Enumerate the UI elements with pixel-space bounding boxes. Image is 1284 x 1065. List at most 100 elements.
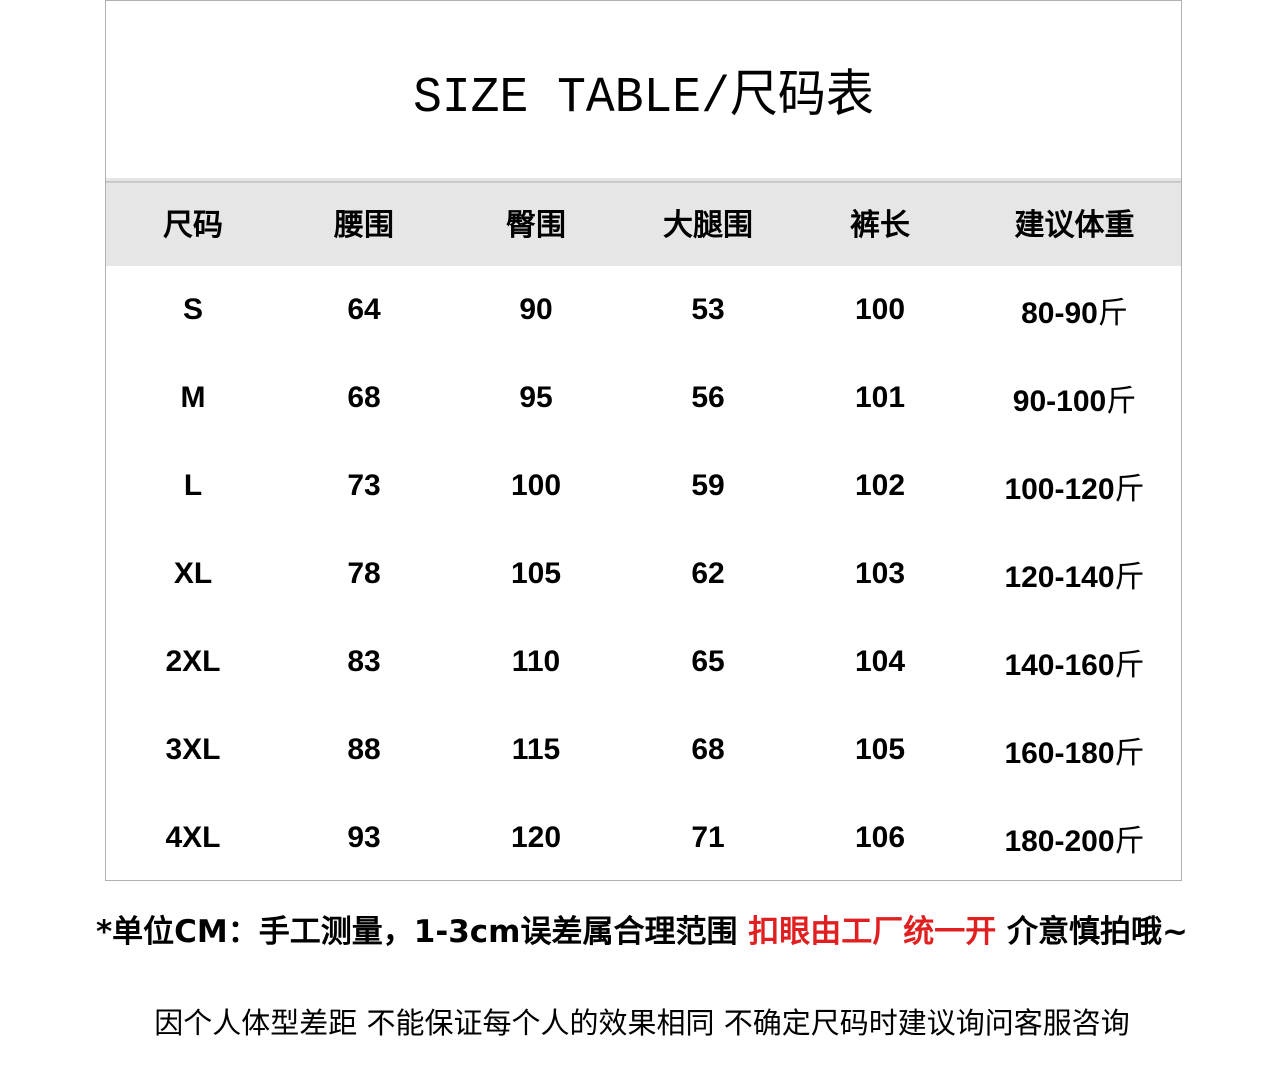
cell-value: 62 — [691, 557, 725, 590]
table-cell: 56 — [624, 381, 792, 415]
cell-value: 83 — [347, 645, 381, 678]
table-cell: 88 — [280, 733, 448, 767]
table-cell: 83 — [280, 645, 448, 679]
table-row: M 68 95 56 101 90-100斤 — [106, 354, 1181, 442]
cell-value: 106 — [854, 821, 906, 854]
cell-value: 100 — [510, 469, 562, 502]
cell-value: 90 — [519, 293, 553, 326]
table-cell: 71 — [624, 821, 792, 855]
weight-unit: 斤 — [1106, 384, 1137, 419]
table-title: SIZE TABLE/尺码表 — [106, 0, 1181, 183]
table-row: XL 78 105 62 103 120-140斤 — [106, 530, 1181, 618]
cell-value: 105 — [854, 733, 906, 766]
table-cell: 80-90斤 — [968, 288, 1181, 332]
column-header: 臀围 — [506, 209, 566, 242]
table-cell: 90-100斤 — [968, 376, 1181, 420]
table-cell: 105 — [448, 557, 624, 591]
table-cell: 59 — [624, 469, 792, 503]
table-header-row: 尺码 腰围 臀围 大腿围 裤长 建议体重 — [106, 178, 1181, 266]
size-table: SIZE TABLE/尺码表 尺码 腰围 臀围 大腿围 裤长 建议体重 S 64 90 53 10… — [105, 0, 1182, 881]
table-cell: S — [106, 293, 280, 327]
table-cell: 100 — [792, 293, 968, 327]
cell-value: 59 — [691, 469, 725, 502]
table-cell: 93 — [280, 821, 448, 855]
table-cell: M — [106, 381, 280, 415]
weight-unit: 斤 — [1114, 648, 1145, 683]
cell-value: 93 — [347, 821, 381, 854]
column-header: 尺码 — [163, 209, 223, 242]
table-cell: 3XL — [106, 733, 280, 767]
table-cell: L — [106, 469, 280, 503]
table-cell: 100 — [448, 469, 624, 503]
table-row: L 73 100 59 102 100-120斤 — [106, 442, 1181, 530]
table-row: 2XL 83 110 65 104 140-160斤 — [106, 618, 1181, 706]
cell-value: 104 — [854, 645, 906, 678]
cell-value: 105 — [510, 557, 562, 590]
cell-value: 110 — [511, 645, 561, 678]
cell-value: 2XL — [165, 645, 221, 678]
column-header: 大腿围 — [663, 209, 753, 242]
cell-value: 80-90 — [1021, 297, 1098, 330]
table-cell: 180-200斤 — [968, 816, 1181, 860]
table-cell: 160-180斤 — [968, 728, 1181, 772]
fit-disclaimer: 因个人体型差距 不能保证每个人的效果相同 不确定尺码时建议询问客服咨询 — [154, 1006, 1130, 1040]
cell-value: 140-160 — [1004, 649, 1115, 682]
table-cell: 64 — [280, 293, 448, 327]
table-cell: 95 — [448, 381, 624, 415]
cell-value: 88 — [347, 733, 381, 766]
cell-value: 160-180 — [1004, 737, 1115, 770]
cell-value: 100-120 — [1004, 473, 1115, 506]
table-cell: 68 — [280, 381, 448, 415]
table-cell: XL — [106, 557, 280, 591]
cell-value: 71 — [691, 821, 725, 854]
table-cell: 2XL — [106, 645, 280, 679]
table-row: 3XL 88 115 68 105 160-180斤 — [106, 706, 1181, 794]
cell-value: XL — [173, 557, 213, 590]
cell-value: 68 — [347, 381, 381, 414]
table-cell: 140-160斤 — [968, 640, 1181, 684]
cell-value: 120 — [510, 821, 562, 854]
cell-value: 53 — [691, 293, 725, 326]
note-text: *单位CM：手工测量，1-3cm误差属合理范围 — [95, 914, 749, 950]
weight-unit: 斤 — [1097, 296, 1128, 331]
table-cell: 100-120斤 — [968, 464, 1181, 508]
cell-value: 180-200 — [1004, 825, 1115, 858]
cell-value: 68 — [691, 733, 725, 766]
weight-unit: 斤 — [1114, 472, 1145, 507]
note-text-end: 介意慎拍哦~ — [996, 914, 1189, 950]
weight-unit: 斤 — [1114, 736, 1145, 771]
table-row: S 64 90 53 100 80-90斤 — [106, 266, 1181, 354]
table-cell: 4XL — [106, 821, 280, 855]
table-cell: 90 — [448, 293, 624, 327]
cell-value: L — [183, 469, 203, 502]
cell-value: 102 — [854, 469, 906, 502]
cell-value: 120-140 — [1004, 561, 1115, 594]
table-cell: 106 — [792, 821, 968, 855]
table-row: 4XL 93 120 71 106 180-200斤 — [106, 794, 1181, 882]
cell-value: 73 — [347, 469, 381, 502]
column-header: 裤长 — [850, 209, 910, 242]
table-cell: 65 — [624, 645, 792, 679]
table-cell: 120-140斤 — [968, 552, 1181, 596]
weight-unit: 斤 — [1114, 824, 1145, 859]
table-cell: 115 — [448, 733, 624, 767]
weight-unit: 斤 — [1114, 560, 1145, 595]
table-cell: 105 — [792, 733, 968, 767]
cell-value: 115 — [511, 733, 561, 766]
cell-value: 100 — [854, 293, 906, 326]
cell-value: 64 — [347, 293, 381, 326]
table-cell: 62 — [624, 557, 792, 591]
cell-value: 103 — [854, 557, 906, 590]
table-cell: 103 — [792, 557, 968, 591]
cell-value: 65 — [691, 645, 725, 678]
table-cell: 101 — [792, 381, 968, 415]
cell-value: M — [180, 381, 206, 414]
cell-value: 90-100 — [1012, 385, 1107, 418]
table-cell: 78 — [280, 557, 448, 591]
table-cell: 104 — [792, 645, 968, 679]
table-cell: 102 — [792, 469, 968, 503]
table-cell: 73 — [280, 469, 448, 503]
cell-value: 101 — [854, 381, 906, 414]
cell-value: 78 — [347, 557, 381, 590]
table-cell: 120 — [448, 821, 624, 855]
